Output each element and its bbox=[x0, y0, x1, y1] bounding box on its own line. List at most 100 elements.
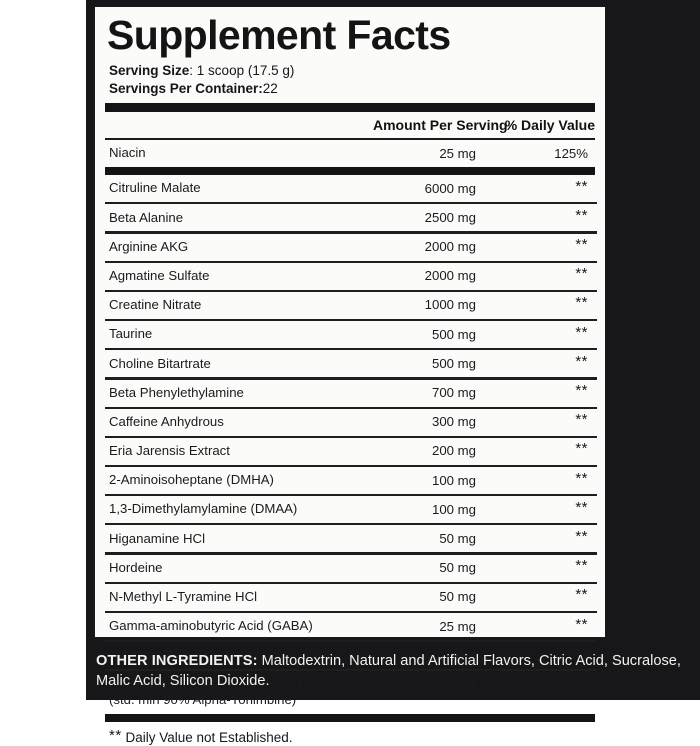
row-name: N-Methyl L-Tyramine HCl bbox=[109, 589, 258, 605]
row-amount: 300 mg bbox=[432, 414, 476, 430]
divider-thick-bottom bbox=[105, 714, 595, 723]
row-daily-value: ** bbox=[575, 294, 588, 312]
row-name: Eria Jarensis Extract bbox=[109, 443, 230, 459]
table-row: Taurine 500 mg ** bbox=[105, 321, 597, 348]
row-divider bbox=[105, 289, 597, 292]
row-amount: 700 mg bbox=[432, 385, 476, 401]
table-row: 1,3-Dimethylamylamine (DMAA) 100 mg ** bbox=[105, 496, 597, 523]
row-daily-value: ** bbox=[575, 671, 588, 689]
row-divider bbox=[105, 260, 597, 263]
ingredient-rows-body: Citruline Malate 6000 mg ** Beta Alanine 250… bbox=[105, 175, 597, 714]
table-row: Yohimbe Bark Extract 2 mg ** bbox=[105, 642, 597, 669]
row-divider-line bbox=[105, 289, 597, 292]
vitamin-rows-body: Niacin 25 mg 125% bbox=[105, 140, 597, 167]
table-row: Beta Phenylethylamine 700 mg ** bbox=[105, 380, 597, 407]
supplement-facts-table: Amount Per Serving % Daily Value bbox=[105, 112, 597, 138]
table-row: Creatine Nitrate 1000 mg ** bbox=[105, 292, 597, 319]
column-header-amount: Amount Per Serving bbox=[373, 116, 508, 133]
row-name: Arginine AKG bbox=[109, 238, 189, 254]
row-divider bbox=[105, 640, 597, 643]
table-row: Higanamine HCl 50 mg ** bbox=[105, 525, 597, 552]
row-name: Higanamine HCl bbox=[109, 530, 206, 546]
row-divider-line bbox=[105, 435, 597, 438]
serving-size-value: : 1 scoop (17.5 g) bbox=[189, 62, 295, 78]
row-name: Agmatine Sulfate bbox=[109, 267, 210, 283]
row-divider bbox=[105, 523, 597, 526]
row-amount: 50 mg bbox=[439, 560, 476, 576]
table-row: Choline Bitartrate 500 mg ** bbox=[105, 350, 597, 377]
row-divider-line bbox=[105, 231, 597, 234]
supplement-label-card: Supplement Facts Serving Size: 1 scoop (… bbox=[86, 0, 700, 745]
row-amount: 1000 mg bbox=[424, 297, 476, 313]
row-name: Niacin bbox=[109, 145, 146, 161]
table-row: Beta Alanine 2500 mg ** bbox=[105, 204, 597, 231]
row-name: Choline Bitartrate bbox=[109, 355, 211, 371]
row-daily-value: ** bbox=[575, 498, 588, 516]
row-name: Taurine bbox=[109, 326, 153, 342]
row-divider bbox=[105, 377, 597, 380]
row-divider bbox=[105, 406, 597, 409]
table-header-row: Amount Per Serving % Daily Value bbox=[105, 112, 597, 138]
row-daily-value: ** bbox=[575, 557, 588, 575]
row-divider-line bbox=[105, 610, 597, 614]
row-divider bbox=[105, 669, 597, 672]
row-daily-value: ** bbox=[575, 352, 588, 370]
row-amount: 100 mg bbox=[432, 472, 476, 488]
row-name: 2-Aminoisoheptane (DMHA) bbox=[109, 472, 274, 488]
row-daily-value: ** bbox=[575, 469, 588, 487]
row-daily-value: ** bbox=[575, 265, 588, 283]
row-name: Beta Alanine bbox=[109, 209, 184, 225]
row-divider-line bbox=[105, 552, 597, 555]
row-divider-line bbox=[105, 377, 597, 380]
row-amount: 6000 mg bbox=[424, 180, 476, 196]
table-row: Citruline Malate 6000 mg ** bbox=[105, 175, 597, 202]
row-amount: 2500 mg bbox=[424, 209, 476, 225]
row-amount: 50 mg bbox=[439, 530, 476, 546]
row-name: Yohimbe Bark Extract bbox=[109, 647, 236, 663]
row-divider bbox=[105, 318, 597, 322]
row-name: Citruline Malate bbox=[109, 180, 201, 196]
row-divider-line bbox=[105, 581, 597, 584]
row-daily-value: 125% bbox=[554, 145, 588, 161]
footnote-stars: ** bbox=[109, 727, 122, 745]
row-daily-value: ** bbox=[575, 644, 588, 662]
row-amount: 2 mg bbox=[446, 647, 476, 663]
servings-per-container-label: Servings Per Container: bbox=[109, 80, 263, 96]
footnote-text: Daily Value not Established. bbox=[121, 730, 293, 746]
row-amount: 200 mg bbox=[432, 443, 476, 459]
row-amount: 25 mg bbox=[439, 618, 476, 634]
row-name: Creatine Nitrate bbox=[109, 297, 202, 313]
row-daily-value: ** bbox=[575, 323, 588, 341]
supplement-facts-panel: Supplement Facts Serving Size: 1 scoop (… bbox=[94, 6, 606, 745]
row-name: Gamma-aminobutyric Acid (GABA) bbox=[109, 618, 313, 634]
divider-under-header bbox=[105, 137, 595, 141]
table-row: Eria Jarensis Extract 200 mg ** bbox=[105, 438, 597, 465]
table-row: Arginine AKG 2000 mg ** bbox=[105, 234, 597, 261]
row-amount: 50 mg bbox=[439, 589, 476, 605]
row-divider bbox=[105, 231, 597, 234]
serving-size-line: Serving Size: 1 scoop (17.5 g) bbox=[109, 62, 595, 80]
row-amount: 2 mg bbox=[446, 674, 476, 690]
row-divider bbox=[105, 435, 597, 438]
divider-thick-mid bbox=[105, 167, 595, 176]
row-divider bbox=[105, 202, 597, 205]
row-name: Hordeine bbox=[109, 559, 163, 575]
row-divider bbox=[105, 581, 597, 584]
table-row: Niacin 25 mg 125% bbox=[105, 140, 597, 167]
row-amount: 100 mg bbox=[432, 501, 476, 517]
row-divider-line bbox=[105, 464, 597, 468]
row-daily-value: ** bbox=[575, 382, 588, 400]
row-divider-line bbox=[105, 406, 597, 409]
row-divider-line bbox=[105, 640, 597, 643]
row-name-subtext: (std. min 90% Alpha-Yohimbine) bbox=[109, 692, 297, 708]
row-divider-line bbox=[105, 260, 597, 263]
table-row: Gamma-aminobutyric Acid (GABA) 25 mg ** bbox=[105, 613, 597, 640]
row-name: Caffeine Anhydrous bbox=[109, 413, 224, 429]
row-divider-line bbox=[105, 494, 597, 497]
row-divider bbox=[105, 348, 597, 351]
row-divider-line bbox=[105, 318, 597, 322]
row-divider bbox=[105, 494, 597, 497]
row-name: Beta Phenylethylamine bbox=[109, 384, 244, 400]
row-divider-line bbox=[105, 348, 597, 351]
table-row: Agmatine Sulfate 2000 mg ** bbox=[105, 263, 597, 290]
